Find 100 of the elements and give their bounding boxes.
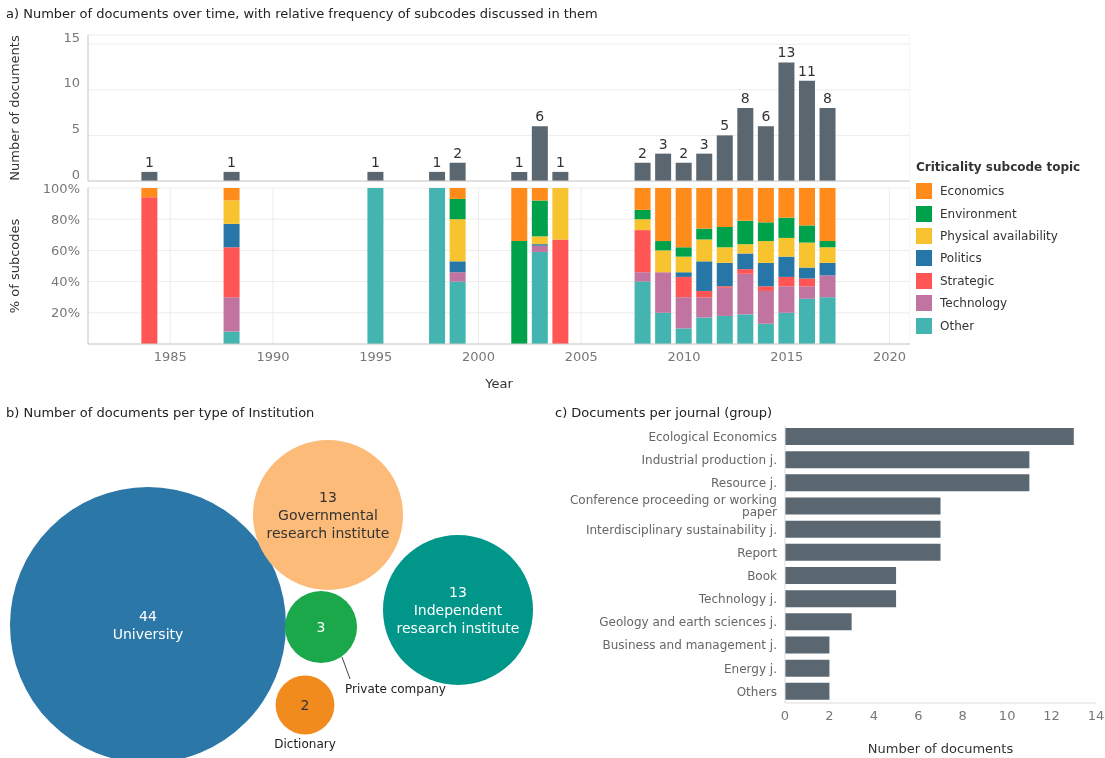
bar bbox=[675, 188, 692, 248]
bar bbox=[757, 262, 774, 287]
bar bbox=[655, 188, 672, 242]
data-label: 44 bbox=[139, 608, 157, 624]
bar bbox=[223, 223, 240, 248]
bar bbox=[449, 198, 466, 220]
data-label: 1 bbox=[432, 153, 442, 170]
y-tick-label: Business and management j. bbox=[602, 638, 777, 653]
legend-label: Strategic bbox=[940, 273, 995, 288]
bar bbox=[449, 272, 466, 282]
bar bbox=[634, 281, 651, 344]
text: b) Number of documents per type of Institution bbox=[6, 405, 315, 420]
x-tick-label: 2015 bbox=[770, 349, 804, 365]
y-axis-title: Number of documents bbox=[6, 35, 22, 181]
bar bbox=[716, 188, 733, 227]
bar bbox=[757, 286, 774, 291]
data-label: 2 bbox=[679, 144, 689, 161]
bar bbox=[737, 273, 754, 315]
bar bbox=[511, 188, 528, 242]
bar bbox=[675, 247, 692, 257]
legend-label: Environment bbox=[940, 206, 1017, 221]
y-axis-title: % of subcodes bbox=[6, 218, 22, 314]
bar bbox=[696, 261, 713, 291]
bar bbox=[634, 219, 651, 231]
bar bbox=[798, 278, 815, 287]
y-tick-label: Book bbox=[747, 568, 778, 583]
data-label: 1 bbox=[514, 153, 524, 170]
bar bbox=[778, 286, 795, 313]
bar bbox=[141, 188, 158, 198]
bar bbox=[785, 497, 941, 515]
x-tick-label: 6 bbox=[914, 708, 923, 724]
bar bbox=[223, 200, 240, 224]
bar bbox=[798, 298, 815, 344]
bar bbox=[778, 312, 795, 344]
data-label: 3 bbox=[658, 135, 668, 152]
y-tick-label: Resource j. bbox=[711, 476, 777, 491]
bar bbox=[716, 315, 733, 344]
bar bbox=[449, 219, 466, 262]
bar bbox=[785, 474, 1030, 492]
y-tick-label: 15 bbox=[63, 29, 80, 45]
bar bbox=[696, 297, 713, 318]
category-label: Governmental research institute bbox=[266, 507, 390, 541]
bar bbox=[675, 328, 692, 344]
bar bbox=[737, 314, 754, 344]
x-tick-label: 1990 bbox=[256, 349, 290, 365]
bar bbox=[785, 543, 941, 561]
x-tick-label: 1995 bbox=[359, 349, 393, 365]
data-label: 1 bbox=[370, 153, 380, 170]
bar bbox=[798, 267, 815, 279]
bar bbox=[634, 188, 651, 210]
bar bbox=[785, 636, 830, 654]
bar bbox=[634, 209, 651, 220]
y-tick-label: Industrial production j. bbox=[641, 453, 777, 468]
bar bbox=[696, 239, 713, 262]
bar bbox=[785, 590, 897, 608]
y-tick-label: Ecological Economics bbox=[648, 429, 777, 444]
bar bbox=[778, 276, 795, 287]
bar bbox=[819, 297, 836, 344]
bar bbox=[449, 281, 466, 344]
y-tick-label: 20% bbox=[51, 305, 80, 321]
bar bbox=[696, 188, 713, 229]
bar bbox=[737, 269, 754, 274]
y-tick-label: 100% bbox=[42, 180, 80, 196]
y-tick-label: 10 bbox=[63, 75, 80, 91]
bar bbox=[675, 272, 692, 277]
bar bbox=[655, 241, 672, 251]
x-tick-label: 2 bbox=[825, 708, 834, 724]
legend-label: Other bbox=[940, 318, 975, 333]
y-tick-label: Technology j. bbox=[697, 592, 777, 607]
bar bbox=[716, 262, 733, 287]
bar bbox=[655, 250, 672, 273]
bar bbox=[798, 188, 815, 226]
data-label: 6 bbox=[761, 108, 771, 125]
x-tick-label: 4 bbox=[869, 708, 878, 724]
y-tick-label: 40% bbox=[51, 274, 80, 290]
category-label: Dictionary bbox=[274, 737, 336, 751]
bar bbox=[737, 253, 754, 270]
x-tick-label: 2010 bbox=[667, 349, 701, 365]
y-tick-label: 0 bbox=[71, 166, 80, 182]
data-label: 13 bbox=[449, 584, 467, 600]
bar bbox=[819, 247, 836, 263]
data-label: 1 bbox=[144, 153, 154, 170]
bar bbox=[634, 230, 651, 273]
data-label: 8 bbox=[740, 90, 750, 106]
x-tick-label: 8 bbox=[958, 708, 967, 724]
chart-title: a) Number of documents over time, with relative frequency of subcodes discussed in them bbox=[6, 6, 598, 21]
bar bbox=[819, 188, 836, 242]
y-tick-label: Conference proceeding or working paper bbox=[569, 493, 778, 520]
x-tick-label: 0 bbox=[780, 708, 790, 724]
bar bbox=[778, 188, 795, 218]
bar bbox=[531, 236, 548, 245]
bar bbox=[737, 244, 754, 254]
bar bbox=[531, 251, 548, 344]
bar bbox=[785, 520, 941, 538]
bar bbox=[737, 188, 754, 221]
bar bbox=[778, 217, 795, 238]
bar bbox=[531, 200, 548, 237]
bar bbox=[819, 275, 836, 298]
y-tick-label: Report bbox=[737, 545, 778, 560]
data-label: 13 bbox=[319, 489, 337, 505]
